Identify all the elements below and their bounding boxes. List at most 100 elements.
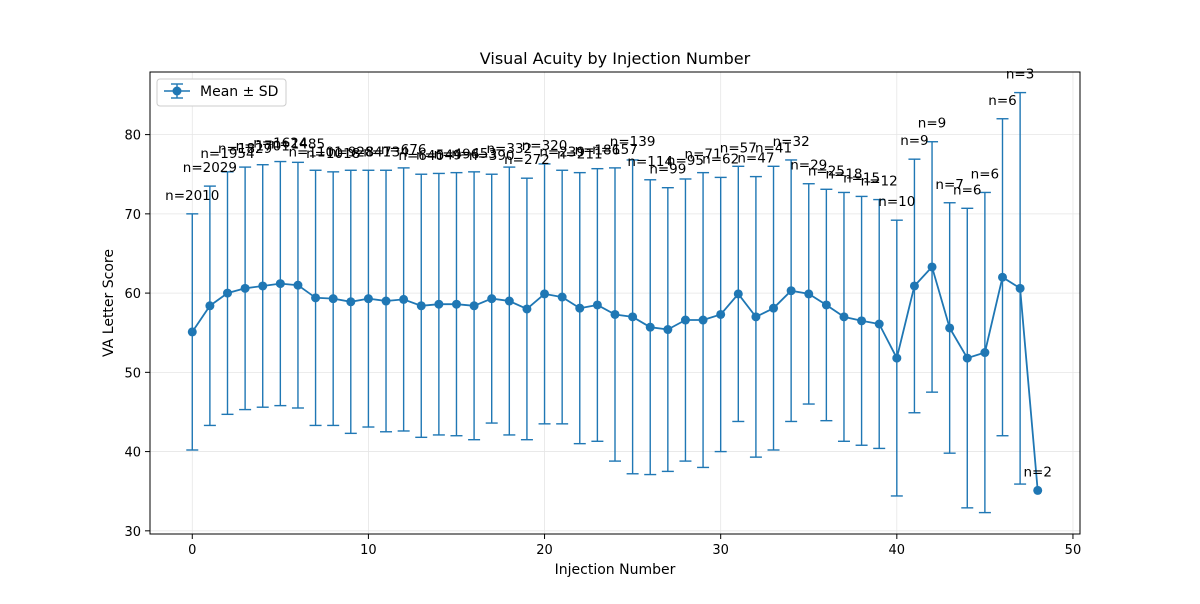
n-count-label: n=139 <box>610 134 656 150</box>
x-tick-label: 10 <box>360 543 377 558</box>
tick-layer: 0 10 20 30 40 50 30 40 50 60 70 80 <box>124 129 1081 558</box>
mean-point <box>363 294 373 304</box>
n-count-label: n=32 <box>773 134 810 150</box>
n-count-label: n=676 <box>381 142 427 158</box>
mean-point <box>275 279 285 289</box>
n-count-label: n=549 <box>416 147 462 163</box>
mean-point <box>821 300 831 310</box>
mean-point <box>258 281 268 291</box>
mean-point <box>874 319 884 329</box>
n-count-label: n=10 <box>878 194 915 210</box>
mean-point <box>645 322 655 332</box>
n-count-label: n=15 <box>843 170 880 186</box>
n-count-label: n=1485 <box>271 136 325 152</box>
y-tick-label: 50 <box>124 366 141 381</box>
x-tick-label: 30 <box>712 543 729 558</box>
n-count-label: n=6 <box>971 166 999 182</box>
mean-point <box>205 301 215 311</box>
n-count-label: n=272 <box>504 152 550 168</box>
x-axis-label: Injection Number <box>555 562 676 578</box>
legend-box <box>156 78 287 107</box>
mean-point <box>328 294 338 304</box>
n-count-label: n=41 <box>755 140 792 156</box>
n-count-label: n=71 <box>685 147 722 163</box>
mean-point <box>769 303 779 313</box>
n-count-label: n=18 <box>825 166 862 182</box>
mean-point <box>1033 485 1043 495</box>
n-count-label: n=640 <box>398 148 444 164</box>
y-tick-label: 40 <box>124 446 141 461</box>
mean-point <box>522 304 532 314</box>
n-count-label: n=1829 <box>218 141 272 157</box>
mean-point <box>416 301 426 311</box>
mean-point <box>504 296 514 306</box>
n-count-label: n=332 <box>486 141 532 157</box>
n-count-label: n=6 <box>988 93 1016 109</box>
n-count-label: n=2010 <box>165 188 219 204</box>
mean-point <box>381 296 391 306</box>
mean-point <box>998 272 1007 282</box>
n-count-label: n=7 <box>935 177 963 193</box>
mean-point <box>240 283 250 293</box>
mean-point <box>804 289 814 299</box>
mean-point <box>839 312 849 322</box>
n-count-label: n=2 <box>1023 464 1051 480</box>
y-axis-label: VA Letter Score <box>101 249 117 357</box>
n-count-label: n=841 <box>346 144 392 160</box>
mean-point <box>487 294 497 304</box>
x-tick-label: 0 <box>188 543 196 558</box>
mean-point <box>628 312 638 322</box>
n-label-layer: n=2010 n=2029n=1954n=1829n=1701n=1624n=14… <box>165 67 1052 481</box>
mean-point <box>786 286 796 296</box>
n-count-label: n=1101 <box>288 144 342 160</box>
mean-point <box>346 297 356 307</box>
n-count-label: n=47 <box>737 151 774 167</box>
mean-point <box>557 292 567 302</box>
mean-point <box>663 325 673 335</box>
plot-frame <box>149 71 1081 535</box>
legend-marker <box>172 86 182 96</box>
mean-point <box>909 281 919 291</box>
n-count-label: n=157 <box>592 142 638 158</box>
n-count-label: n=99 <box>649 162 686 178</box>
y-tick-label: 80 <box>124 129 141 144</box>
mean-point <box>1015 283 1025 293</box>
mean-point <box>857 316 867 326</box>
series-layer <box>186 91 1043 514</box>
n-count-label: n=928 <box>328 144 374 160</box>
mean-point <box>892 353 902 363</box>
mean-point <box>927 262 937 272</box>
chart-title: Visual Acuity by Injection Number <box>480 49 751 68</box>
n-count-label: n=25 <box>808 163 845 179</box>
mean-point <box>751 312 761 322</box>
mean-point <box>575 303 585 313</box>
n-count-label: n=29 <box>790 158 827 174</box>
mean-point <box>698 315 708 325</box>
mean-point <box>399 294 409 304</box>
n-count-label: n=114 <box>627 154 673 170</box>
mean-point <box>962 353 972 363</box>
n-count-label: n=1954 <box>200 146 254 162</box>
n-count-label: n=390 <box>469 148 515 164</box>
n-count-label: n=496 <box>434 147 480 163</box>
n-count-label: n=95 <box>667 153 704 169</box>
n-count-label: n=320 <box>522 138 568 154</box>
x-tick-label: 20 <box>536 543 553 558</box>
y-tick-label: 70 <box>124 208 141 223</box>
n-count-label: n=1701 <box>236 139 290 155</box>
mean-point <box>610 309 620 319</box>
n-count-label: n=57 <box>720 140 757 156</box>
n-count-label: n=9 <box>918 116 946 132</box>
n-count-label: n=6 <box>953 182 981 198</box>
n-count-label: n=12 <box>861 174 898 190</box>
n-count-label: n=1624 <box>253 136 307 152</box>
mean-point <box>680 315 690 325</box>
n-count-label: n=211 <box>557 147 603 163</box>
mean-point <box>945 323 955 333</box>
x-tick-label: 50 <box>1065 543 1082 558</box>
n-count-label: n=2029 <box>183 160 237 176</box>
mean-point <box>733 289 743 299</box>
n-count-label: n=239 <box>539 144 585 160</box>
